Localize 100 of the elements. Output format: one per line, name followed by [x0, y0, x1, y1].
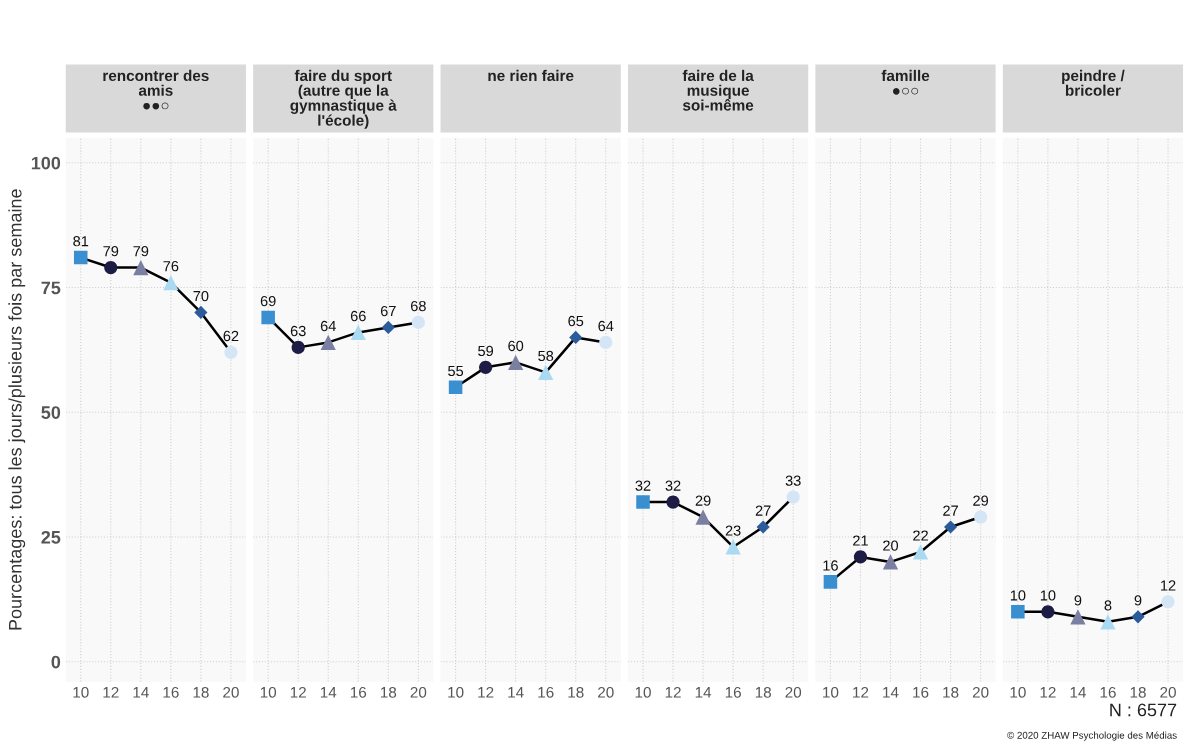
data-label: 21 — [853, 535, 868, 546]
x-tick-label: 18 — [193, 686, 209, 698]
x-tick-label: 20 — [1160, 686, 1176, 698]
y-axis-title: Pourcentages: tous les jours/plusieurs fois par semaine — [8, 189, 26, 630]
x-tick-label: 16 — [725, 686, 741, 698]
point — [350, 324, 366, 341]
point — [133, 259, 149, 276]
point — [943, 520, 958, 534]
point — [320, 334, 336, 350]
data-label: 27 — [755, 505, 771, 516]
point — [224, 345, 238, 359]
data-label: 29 — [973, 495, 989, 506]
x-tick-label: 12 — [478, 686, 494, 698]
point — [1161, 595, 1175, 609]
y-tick-label: 100 — [31, 156, 61, 170]
x-tick-label: 18 — [1130, 686, 1146, 698]
x-tick-label: 20 — [410, 686, 427, 698]
point — [1070, 609, 1086, 625]
data-label: 8 — [1104, 600, 1112, 611]
data-label: 76 — [163, 260, 179, 272]
x-tick-label: 12 — [103, 686, 119, 698]
x-tick-label: 10 — [1010, 686, 1026, 698]
x-tick-label: 14 — [508, 687, 524, 698]
point — [974, 510, 988, 524]
point — [695, 509, 711, 525]
data-label: 79 — [103, 246, 119, 257]
x-tick-label: 12 — [853, 686, 869, 698]
x-tick-label: 18 — [943, 686, 959, 698]
point — [636, 495, 650, 509]
point — [194, 305, 208, 320]
data-label: 10 — [1010, 590, 1026, 601]
point — [1011, 605, 1025, 619]
data-label: 23 — [725, 525, 741, 536]
x-tick-label: 16 — [913, 686, 929, 698]
x-tick-label: 18 — [568, 686, 584, 698]
chart-title: faire du sport (autre que la gymnastique à l'école) — [290, 69, 397, 129]
x-tick-label: 14 — [133, 687, 149, 698]
data-label: 10 — [1040, 590, 1056, 601]
y-tick-label: 25 — [41, 530, 61, 544]
data-label: 65 — [568, 315, 584, 327]
data-label: 29 — [695, 495, 711, 506]
data-label: 20 — [883, 540, 899, 551]
data-label: 33 — [785, 475, 801, 486]
point — [261, 310, 275, 325]
y-tick-label: 75 — [41, 281, 61, 295]
data-label: 62 — [223, 330, 239, 342]
point — [599, 335, 613, 349]
x-tick-label: 18 — [380, 686, 397, 698]
point — [1100, 614, 1116, 630]
x-tick-label: 14 — [695, 687, 712, 698]
data-label: 64 — [598, 320, 614, 332]
point — [291, 340, 305, 354]
point — [104, 260, 118, 275]
chart-title: ne rien faire — [488, 69, 574, 82]
point — [569, 330, 583, 344]
data-label: 58 — [538, 350, 554, 362]
data-label: 55 — [448, 365, 464, 377]
x-tick-label: 10 — [823, 686, 839, 698]
data-label: 63 — [290, 325, 306, 337]
data-label: 70 — [193, 290, 209, 302]
data-label: 9 — [1134, 595, 1142, 606]
x-tick-label: 20 — [223, 686, 239, 698]
data-label: 68 — [410, 300, 426, 312]
point — [823, 575, 838, 589]
data-label: 67 — [380, 305, 396, 317]
x-tick-label: 18 — [755, 686, 771, 698]
point — [1041, 605, 1055, 619]
data-label: 32 — [635, 480, 651, 491]
data-label: 66 — [350, 310, 366, 322]
x-tick-label: 20 — [598, 686, 614, 698]
x-tick-label: 14 — [1070, 687, 1086, 698]
chart-title: rencontrer des amis ●●○ — [103, 69, 209, 110]
point — [508, 354, 524, 370]
data-label: 79 — [133, 246, 149, 257]
chart-title: peindre / bricoler — [1062, 69, 1125, 96]
point — [411, 315, 425, 330]
point — [73, 250, 88, 265]
x-tick-label: 16 — [538, 686, 554, 698]
data-label: 64 — [320, 320, 336, 332]
x-tick-label: 20 — [785, 686, 802, 698]
data-label: 12 — [1161, 580, 1176, 591]
x-tick-label: 16 — [350, 686, 367, 698]
x-tick-label: 12 — [1040, 686, 1056, 698]
x-tick-label: 16 — [1100, 686, 1116, 698]
y-tick-label: 0 — [51, 655, 61, 669]
x-tick-label: 12 — [665, 686, 681, 698]
point — [163, 274, 179, 291]
data-label: 59 — [478, 345, 494, 357]
x-tick-label: 10 — [635, 686, 651, 698]
text: N : 6577 — [1110, 703, 1177, 717]
point — [756, 520, 770, 534]
x-tick-label: 14 — [320, 687, 337, 698]
x-tick-label: 10 — [260, 686, 277, 698]
data-label: 16 — [823, 560, 838, 571]
y-tick-label: 50 — [41, 406, 61, 419]
x-tick-label: 10 — [448, 686, 464, 698]
point — [538, 364, 554, 380]
x-tick-label: 14 — [883, 687, 899, 698]
point — [1131, 610, 1145, 624]
data-label: 27 — [943, 505, 958, 516]
